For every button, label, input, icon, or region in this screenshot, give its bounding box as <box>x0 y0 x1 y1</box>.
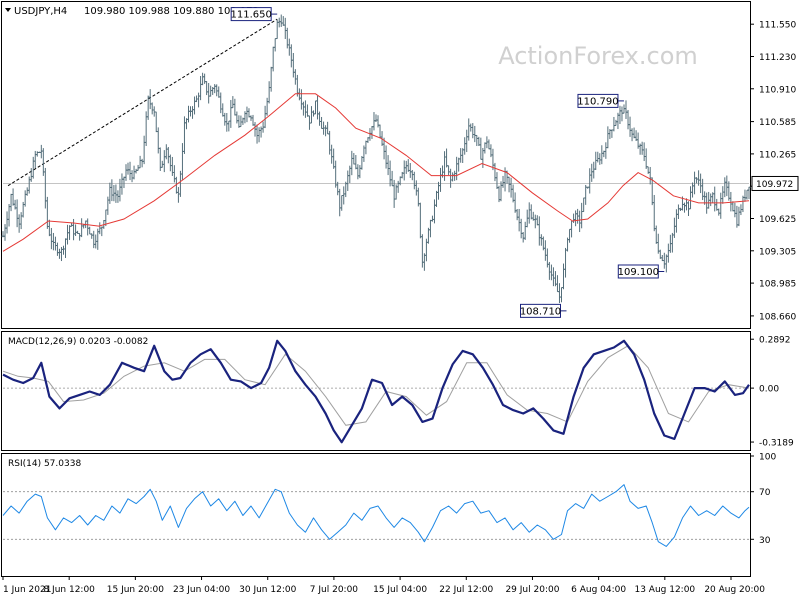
current-price-badge: 109.972 <box>751 175 799 191</box>
price-axis: 111.550 111.230 110.910 110.585 110.265 109.9… <box>750 21 799 322</box>
time-tick-label: 15 Jun 20:00 <box>107 585 164 595</box>
rsi-tick-label: 70 <box>759 488 771 498</box>
watermark: ActionForex.com <box>498 42 698 70</box>
macd-line <box>2 339 750 444</box>
time-tick-label: 6 Aug 04:00 <box>571 585 626 595</box>
price-annotation-label: 108.710 <box>520 306 561 317</box>
macd-label: MACD(12,26,9) 0.0203 -0.0082 <box>8 337 148 347</box>
price-tick-label: 110.585 <box>759 118 796 128</box>
macd-panel <box>2 339 750 444</box>
price-tick-label: 109.625 <box>759 215 796 225</box>
time-tick-label: 15 Jul 04:00 <box>373 585 427 595</box>
price-annotation-label: 110.790 <box>577 96 618 107</box>
price-tick-label: 109.305 <box>759 247 796 257</box>
price-bar <box>747 186 751 200</box>
time-tick-label: 1 Jun 2021 <box>3 585 51 595</box>
time-tick-label: 8 Jun 12:00 <box>43 585 95 595</box>
price-panel-frame <box>1 1 751 329</box>
price-tick-label: 111.550 <box>759 21 796 31</box>
price-tick-label: 108.660 <box>759 312 796 322</box>
price-annotation: 110.790 <box>577 93 624 108</box>
current-price-label: 109.972 <box>756 180 793 190</box>
time-tick-label: 13 Aug 12:00 <box>634 585 695 595</box>
trendline <box>7 18 278 187</box>
macd-tick-label: 0.00 <box>759 385 779 395</box>
time-tick-label: 30 Jun 12:00 <box>239 585 296 595</box>
macd-panel-frame <box>1 331 751 451</box>
price-annotation-label: 109.100 <box>618 267 659 278</box>
price-tick-label: 110.910 <box>759 85 796 95</box>
price-tick-label: 111.230 <box>759 53 796 63</box>
time-tick-label: 29 Jul 20:00 <box>505 585 559 595</box>
price-panel: 111.650 110.790 109.100 108.710 <box>1 7 751 318</box>
rsi-panel <box>2 484 750 547</box>
rsi-tick-label: 100 <box>759 453 776 463</box>
macd-tick-label: -0.3189 <box>759 439 794 449</box>
time-tick-label: 23 Jun 04:00 <box>173 585 230 595</box>
ohlc-values: 109.980 109.988 109.880 109.972 <box>84 6 259 17</box>
ohlc-bars <box>1 14 751 304</box>
time-tick-label: 22 Jul 12:00 <box>439 585 493 595</box>
macd-axis: 0.2892 0.00 -0.3189 <box>750 336 794 449</box>
macd-signal-line <box>2 345 750 426</box>
price-tick-label: 108.985 <box>759 280 796 290</box>
rsi-panel-frame <box>1 453 751 577</box>
moving-average-line <box>2 93 750 252</box>
price-annotation: 111.650 <box>230 7 278 22</box>
macd-tick-label: 0.2892 <box>759 336 791 346</box>
time-tick-label: 20 Aug 20:00 <box>704 585 765 595</box>
dropdown-arrow-icon[interactable] <box>5 8 11 12</box>
rsi-axis: 100 70 30 <box>750 453 776 546</box>
price-annotation: 109.100 <box>618 264 665 279</box>
price-annotation: 108.710 <box>520 303 567 318</box>
rsi-label: RSI(14) 57.0338 <box>8 459 81 469</box>
symbol-label: USDJPY,H4 <box>14 6 67 17</box>
rsi-tick-label: 30 <box>759 536 771 546</box>
rsi-line <box>2 484 750 547</box>
time-tick-label: 7 Jul 20:00 <box>310 585 359 595</box>
price-annotation-label: 111.650 <box>230 10 271 21</box>
price-tick-label: 110.265 <box>759 150 796 160</box>
